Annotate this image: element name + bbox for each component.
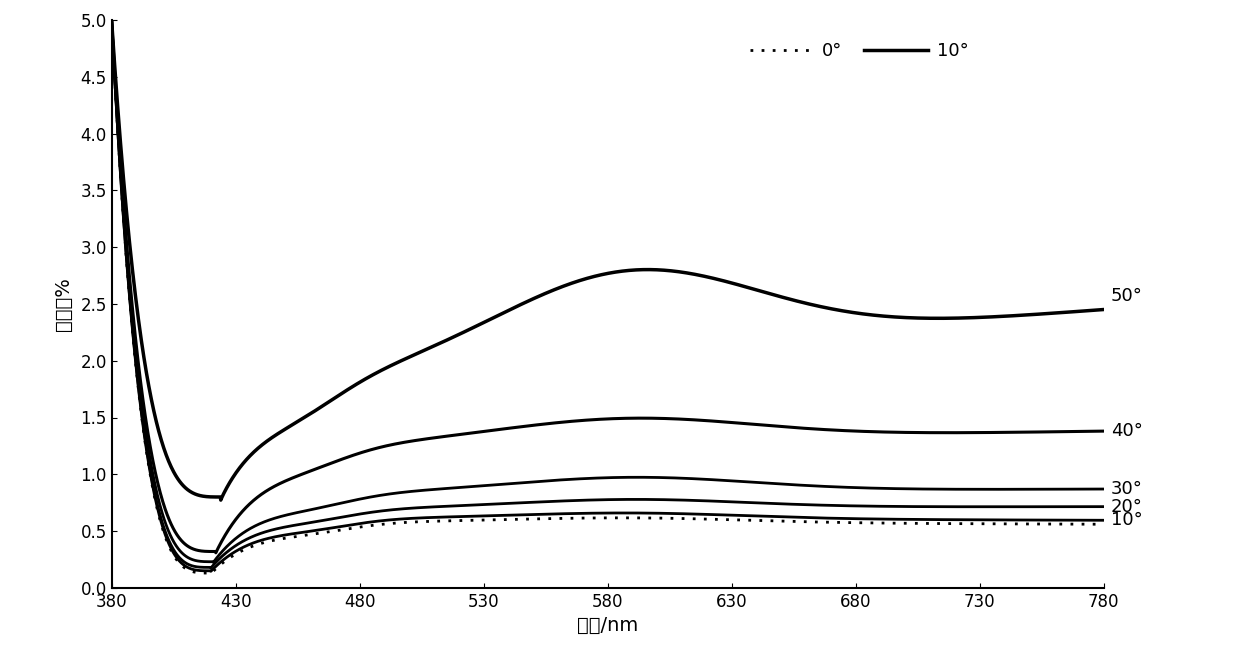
Text: 10°: 10° bbox=[1111, 511, 1143, 529]
Text: 50°: 50° bbox=[1111, 287, 1143, 305]
Text: 20°: 20° bbox=[1111, 498, 1143, 516]
Y-axis label: 反射率%: 反射率% bbox=[55, 277, 73, 331]
Legend: 0°, 10°: 0°, 10° bbox=[743, 35, 976, 67]
X-axis label: 波长/nm: 波长/nm bbox=[577, 617, 639, 635]
Text: 30°: 30° bbox=[1111, 480, 1143, 498]
Text: 40°: 40° bbox=[1111, 422, 1143, 440]
